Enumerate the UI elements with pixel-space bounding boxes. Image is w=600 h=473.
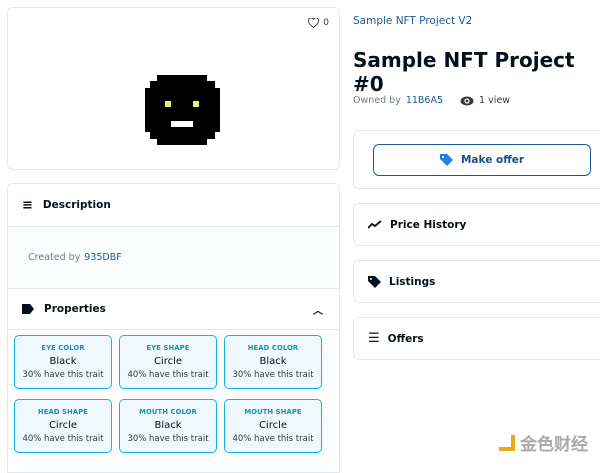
details-panel: ≡ Description Created by 935DBF Properti… [7, 183, 340, 473]
nft-image [145, 75, 220, 145]
offers-panel[interactable]: ☰ Offers [353, 317, 600, 360]
trait-type: EYE COLOR [41, 344, 85, 352]
trait-rarity: 40% have this trait [22, 433, 104, 444]
collection-link[interactable]: Sample NFT Project V2 [353, 15, 473, 27]
trait-card[interactable]: EYE SHAPE Circle 40% have this trait [119, 335, 217, 389]
trait-card[interactable]: MOUTH SHAPE Circle 40% have this trait [224, 398, 322, 453]
make-offer-button[interactable]: Make offer [373, 144, 591, 176]
listings-label: Listings [389, 275, 436, 288]
chevron-up-icon[interactable]: ︿ [313, 305, 323, 317]
tag-icon [22, 304, 34, 314]
trait-rarity: 30% have this trait [22, 370, 104, 380]
properties-header[interactable]: Properties ︿ [8, 289, 339, 330]
trait-value: Black [154, 419, 182, 431]
heart-icon [308, 18, 320, 28]
trait-value: Black [49, 356, 77, 367]
price-history-label: Price History [390, 218, 467, 231]
trait-type: MOUTH COLOR [139, 407, 197, 416]
description-title: Description [42, 199, 111, 211]
trait-value: Circle [48, 419, 78, 431]
trait-card[interactable]: HEAD COLOR Black 30% have this trait [224, 335, 322, 389]
watermark-text: 金色财经 [520, 435, 588, 455]
trait-value: Black [259, 356, 287, 367]
trait-value: Circle [258, 419, 288, 431]
listings-panel[interactable]: Listings [353, 260, 600, 303]
trait-rarity: 30% have this trait [232, 370, 314, 380]
properties-title: Properties [44, 303, 106, 315]
trait-type: HEAD COLOR [247, 344, 299, 352]
traits-grid: EYE COLOR Black 30% have this trait EYE SH… [8, 330, 339, 460]
trait-rarity: 30% have this trait [127, 433, 209, 444]
trait-value: Circle [153, 356, 183, 367]
trait-card[interactable]: MOUTH COLOR Black 30% have this trait [119, 398, 217, 453]
description-body: Created by 935DBF [8, 227, 339, 289]
trending-icon [368, 220, 382, 229]
trait-type: HEAD SHAPE [37, 407, 89, 416]
owner-link[interactable]: 11B6A5 [405, 95, 444, 106]
list-icon: ☰ [368, 331, 380, 346]
view-count: 1 view [479, 95, 510, 106]
make-offer-label: Make offer [460, 154, 525, 166]
tag-icon [368, 275, 381, 288]
created-by-label: Created by [28, 252, 81, 263]
favorite-button[interactable]: 0 [308, 18, 329, 28]
description-icon: ≡ [22, 197, 33, 213]
trait-type: MOUTH SHAPE [244, 407, 302, 416]
trait-rarity: 40% have this trait [232, 433, 314, 444]
tag-icon [439, 154, 453, 166]
eye-icon [460, 96, 474, 105]
item-image-card: 0 [7, 7, 340, 170]
price-history-panel[interactable]: Price History [353, 203, 600, 246]
trait-card[interactable]: HEAD SHAPE Circle 40% have this trait [14, 398, 112, 453]
description-header[interactable]: ≡ Description [8, 184, 339, 227]
trait-rarity: 40% have this trait [127, 370, 209, 380]
watermark: 金色财经 [499, 430, 588, 455]
page-title: Sample NFT Project #0 [353, 48, 575, 96]
owned-by-label: Owned by [353, 95, 401, 106]
trait-type: EYE SHAPE [146, 344, 190, 352]
creator-link[interactable]: 935DBF [84, 252, 122, 263]
watermark-logo-icon [499, 434, 515, 451]
favorite-count: 0 [323, 18, 329, 28]
offer-card: Make offer [353, 130, 600, 189]
owner-info: Owned by 11B6A5 1 view [353, 95, 510, 106]
trait-card[interactable]: EYE COLOR Black 30% have this trait [14, 335, 112, 389]
offers-label: Offers [387, 332, 424, 345]
